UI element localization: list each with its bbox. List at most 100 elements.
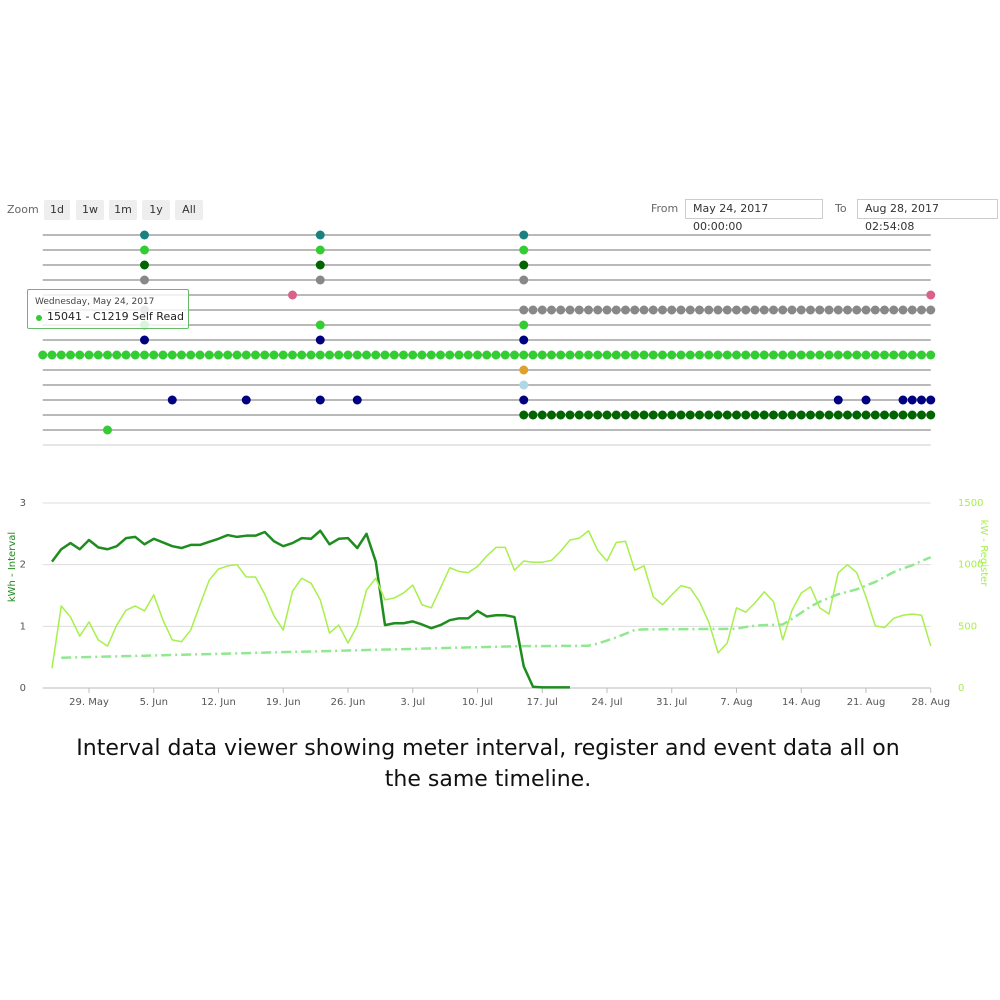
event-dot <box>796 350 806 360</box>
zoom-label: Zoom <box>7 203 39 216</box>
event-dot <box>223 350 233 360</box>
event-dot <box>260 350 270 360</box>
event-dot <box>759 350 769 360</box>
event-dot <box>926 410 936 420</box>
event-dot <box>870 410 880 420</box>
event-dot <box>315 260 325 270</box>
event-dot <box>103 350 112 360</box>
event-dot <box>241 395 251 405</box>
event-dot <box>519 380 529 390</box>
event-dot <box>833 350 843 360</box>
event-dot <box>750 350 760 360</box>
event-dot <box>362 350 371 360</box>
event-dot <box>722 350 732 360</box>
x-tick-label: 5. Jun <box>140 697 168 708</box>
event-dot <box>121 350 131 360</box>
event-dot <box>574 305 584 315</box>
event-dot <box>639 350 649 360</box>
event-dot <box>288 350 297 360</box>
event-dot <box>47 350 57 360</box>
event-dot <box>741 350 751 360</box>
x-tick-label: 7. Aug <box>720 697 752 708</box>
event-dot <box>778 410 788 420</box>
event-dot <box>565 410 575 420</box>
event-dot <box>870 305 880 315</box>
event-dot <box>547 350 556 360</box>
event-dot <box>93 350 103 360</box>
event-dot <box>787 350 797 360</box>
event-dot <box>537 350 547 360</box>
event-dot <box>195 350 205 360</box>
event-dot <box>843 305 852 315</box>
x-tick-label: 12. Jun <box>201 697 236 708</box>
event-dot <box>547 410 556 420</box>
from-input[interactable]: May 24, 2017 00:00:00 <box>685 199 823 233</box>
series-line <box>61 556 932 660</box>
zoom-button[interactable]: 1m <box>109 200 137 220</box>
event-dot <box>269 350 279 360</box>
event-dot <box>824 305 834 315</box>
event-dot <box>898 305 908 315</box>
event-dot <box>204 350 214 360</box>
event-dot <box>621 305 630 315</box>
event-dot <box>574 350 584 360</box>
event-dot <box>130 350 140 360</box>
to-input[interactable]: Aug 28, 2017 02:54:08 <box>857 199 998 233</box>
x-tick-label: 26. Jun <box>331 697 366 708</box>
zoom-button[interactable]: All <box>175 200 203 220</box>
event-dot <box>796 305 806 315</box>
event-dot <box>639 410 649 420</box>
zoom-button[interactable]: 1w <box>76 200 104 220</box>
event-dot <box>454 350 464 360</box>
y-tick-label: 1 <box>20 621 26 632</box>
event-dot <box>584 305 593 315</box>
event-dot <box>602 350 612 360</box>
event-dot <box>917 395 926 405</box>
event-dot <box>149 350 159 360</box>
event-dot <box>500 350 510 360</box>
event-dot <box>306 350 316 360</box>
event-dot <box>565 350 575 360</box>
event-dot <box>630 410 640 420</box>
event-dot <box>926 305 936 315</box>
event-dot <box>528 350 538 360</box>
event-dot <box>824 410 834 420</box>
event-dot <box>288 290 297 300</box>
event-dot <box>648 305 658 315</box>
event-dot <box>519 275 529 285</box>
event-dot <box>815 410 825 420</box>
event-dot <box>796 410 806 420</box>
x-tick-label: 14. Aug <box>782 697 821 708</box>
event-dot <box>750 410 760 420</box>
zoom-button[interactable]: 1d <box>44 200 70 220</box>
event-dot <box>556 410 566 420</box>
event-dot <box>214 350 223 360</box>
y-tick-label: 0 <box>20 683 26 694</box>
event-dot <box>852 350 862 360</box>
event-dot <box>769 410 778 420</box>
event-dot <box>417 350 427 360</box>
event-dot <box>722 410 732 420</box>
x-tick-label: 3. Jul <box>400 697 425 708</box>
event-dot <box>861 410 871 420</box>
event-dot <box>861 350 871 360</box>
event-dot <box>759 410 769 420</box>
tooltip-date: Wednesday, May 24, 2017 <box>35 297 155 307</box>
event-dot <box>565 305 575 315</box>
event-dot <box>528 410 538 420</box>
event-dot <box>352 395 362 405</box>
event-dot <box>658 350 667 360</box>
event-dot <box>898 350 908 360</box>
event-dot <box>861 305 871 315</box>
zoom-button[interactable]: 1y <box>142 200 170 220</box>
event-dot <box>315 395 325 405</box>
event-dot <box>251 350 260 360</box>
series-line <box>51 530 932 669</box>
event-dot <box>639 305 649 315</box>
tooltip: Wednesday, May 24, 2017 15041 - C1219 Se… <box>27 289 189 329</box>
event-dot <box>880 350 889 360</box>
event-dot <box>140 245 149 255</box>
event-dot <box>66 350 75 360</box>
event-dot <box>177 350 186 360</box>
